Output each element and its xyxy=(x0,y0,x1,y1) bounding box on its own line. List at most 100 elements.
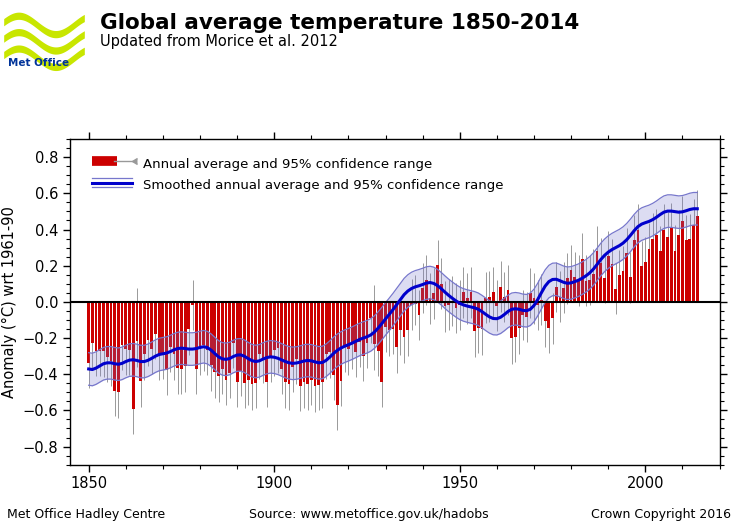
Bar xyxy=(94,302,97,351)
Bar xyxy=(621,271,624,302)
Bar xyxy=(522,302,524,315)
Bar xyxy=(388,302,390,330)
Bar xyxy=(213,302,216,372)
Bar xyxy=(328,302,331,352)
Bar xyxy=(91,302,94,343)
Text: Met Office Hadley Centre: Met Office Hadley Centre xyxy=(7,508,165,521)
Bar xyxy=(440,284,443,302)
Bar xyxy=(514,302,517,337)
Bar xyxy=(577,281,580,302)
Bar xyxy=(121,302,123,345)
Bar xyxy=(169,302,172,347)
Bar xyxy=(392,302,394,329)
Bar xyxy=(396,302,398,347)
Bar xyxy=(432,293,435,302)
Bar xyxy=(570,270,573,302)
Bar xyxy=(488,297,491,302)
Bar xyxy=(674,251,677,302)
Bar xyxy=(596,251,599,302)
Bar xyxy=(221,302,224,369)
Bar xyxy=(473,302,476,331)
Bar xyxy=(537,302,539,305)
Bar xyxy=(125,302,127,349)
Bar xyxy=(343,302,346,347)
Bar xyxy=(555,287,558,302)
Bar xyxy=(670,228,673,302)
Bar xyxy=(202,302,205,345)
Bar xyxy=(269,302,272,356)
Bar xyxy=(584,280,587,302)
Bar xyxy=(365,302,368,343)
Bar xyxy=(451,301,454,302)
Bar xyxy=(187,302,190,329)
Bar xyxy=(618,275,621,302)
Bar xyxy=(310,302,313,380)
Bar xyxy=(173,302,176,354)
Bar xyxy=(429,298,432,302)
Bar xyxy=(614,289,617,302)
Bar xyxy=(288,302,291,384)
Bar xyxy=(636,229,639,302)
Bar xyxy=(410,302,413,305)
Bar xyxy=(325,302,328,354)
Bar xyxy=(384,302,387,327)
Bar xyxy=(154,302,157,334)
Bar xyxy=(455,302,458,308)
Bar xyxy=(607,256,610,302)
Bar xyxy=(321,302,324,382)
Bar xyxy=(562,288,565,302)
Bar xyxy=(477,302,480,328)
Bar xyxy=(603,278,606,302)
Bar xyxy=(255,302,257,383)
Bar xyxy=(106,302,108,357)
Text: Crown Copyright 2016: Crown Copyright 2016 xyxy=(590,508,731,521)
Bar xyxy=(480,302,483,329)
Bar xyxy=(625,253,628,302)
Bar xyxy=(336,302,339,405)
Bar xyxy=(666,237,669,302)
Bar xyxy=(266,302,268,382)
Bar xyxy=(418,302,421,315)
Bar xyxy=(109,302,112,361)
Bar xyxy=(551,302,554,318)
Bar xyxy=(632,240,635,302)
Bar xyxy=(165,302,168,370)
Bar xyxy=(195,302,198,369)
Bar xyxy=(98,302,101,351)
Bar xyxy=(87,302,90,363)
Bar xyxy=(559,297,562,302)
Bar xyxy=(113,302,116,391)
Bar xyxy=(659,251,661,302)
Y-axis label: Anomaly (°C) wrt 1961-90: Anomaly (°C) wrt 1961-90 xyxy=(2,206,17,398)
Bar xyxy=(529,293,531,302)
Bar xyxy=(354,302,357,352)
Bar xyxy=(180,302,183,369)
Bar xyxy=(228,302,231,373)
Bar xyxy=(644,262,646,302)
Bar xyxy=(696,216,699,302)
Bar xyxy=(151,302,154,349)
Bar xyxy=(677,235,680,302)
Bar xyxy=(518,302,520,328)
Bar xyxy=(403,302,405,338)
Bar xyxy=(147,302,149,340)
Bar xyxy=(648,249,650,302)
Bar xyxy=(280,302,283,369)
Bar xyxy=(314,302,317,386)
Bar xyxy=(206,302,209,350)
Bar xyxy=(373,302,376,344)
Bar xyxy=(139,302,142,382)
Bar xyxy=(128,302,131,350)
Bar xyxy=(533,298,535,302)
Bar xyxy=(381,302,383,382)
Bar xyxy=(544,302,547,321)
Bar xyxy=(239,302,242,371)
Bar xyxy=(132,302,134,409)
Bar xyxy=(462,292,465,302)
Bar xyxy=(540,300,543,302)
Bar xyxy=(689,239,692,302)
Bar xyxy=(339,302,342,381)
Bar xyxy=(273,302,275,350)
Bar xyxy=(184,302,187,366)
Bar xyxy=(292,302,294,367)
